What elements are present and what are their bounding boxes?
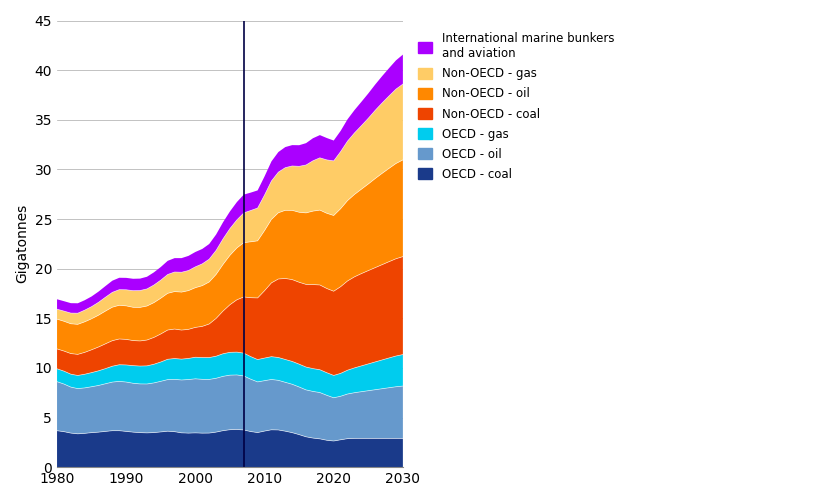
Legend: International marine bunkers
and aviation, Non-OECD - gas, Non-OECD - oil, Non-O: International marine bunkers and aviatio…	[412, 27, 620, 187]
Y-axis label: Gigatonnes: Gigatonnes	[15, 204, 29, 284]
